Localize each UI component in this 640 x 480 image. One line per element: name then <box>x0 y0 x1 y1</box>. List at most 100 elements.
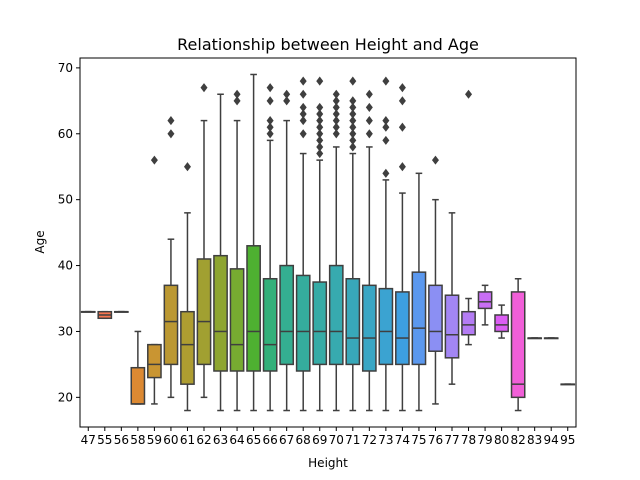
outlier-point <box>365 116 373 126</box>
outlier-point <box>332 109 340 119</box>
box <box>345 277 361 366</box>
outlier-point <box>316 148 324 159</box>
box-group-95 <box>560 383 576 386</box>
box <box>461 310 476 336</box>
y-tick-label: 70 <box>58 61 73 75</box>
box-group-62 <box>196 83 212 399</box>
box <box>229 268 245 372</box>
box-group-83 <box>527 337 543 340</box>
outlier-point <box>332 122 340 132</box>
outlier-point <box>398 162 406 172</box>
outlier-point <box>332 96 340 106</box>
box <box>395 291 410 366</box>
x-tick-label: 72 <box>362 433 377 447</box>
outlier-point <box>349 116 357 126</box>
outlier-point <box>266 83 274 93</box>
outlier-point <box>349 109 357 119</box>
box <box>262 277 278 372</box>
box-group-71 <box>345 76 361 412</box>
outlier-point <box>167 129 175 139</box>
outlier-point <box>332 102 340 112</box>
x-tick-label: 55 <box>97 433 112 447</box>
box-group-59 <box>147 155 162 405</box>
outlier-point <box>316 102 324 112</box>
x-tick-label: 60 <box>163 433 178 447</box>
x-tick-label: 77 <box>444 433 459 447</box>
outlier-point <box>465 89 473 99</box>
outlier-point <box>382 135 390 145</box>
x-tick-label: 61 <box>180 433 195 447</box>
box-group-56 <box>113 310 129 313</box>
outlier-point <box>398 83 406 93</box>
box <box>428 284 443 352</box>
box-group-74 <box>395 83 410 412</box>
outlier-point <box>398 122 406 132</box>
box <box>130 366 146 405</box>
box <box>147 343 162 379</box>
outlier-point <box>382 76 390 86</box>
box-group-61 <box>180 162 195 412</box>
outlier-point <box>349 102 357 112</box>
outlier-point <box>316 109 324 119</box>
box-group-55 <box>97 310 113 320</box>
outlier-point <box>266 96 274 106</box>
outlier-point <box>316 142 324 152</box>
outlier-point <box>299 109 307 119</box>
x-tick-label: 71 <box>345 433 360 447</box>
outlier-point <box>299 89 307 99</box>
box-group-65 <box>246 73 261 412</box>
outlier-point <box>365 102 373 112</box>
outlier-point <box>382 168 390 178</box>
outlier-point <box>349 96 357 106</box>
x-tick-label: 76 <box>428 433 443 447</box>
outlier-point <box>283 89 291 99</box>
x-tick-label: 59 <box>147 433 162 447</box>
x-axis: 47 55 56 58 59 60 61 62 63 64 65 66 67 68 69 70 71 72 73 74… <box>81 427 575 447</box>
outlier-point <box>382 116 390 126</box>
box-group-67 <box>279 89 295 412</box>
x-tick-label: 67 <box>279 433 294 447</box>
outlier-point <box>299 129 307 139</box>
outlier-point <box>398 96 406 106</box>
box-group-47 <box>80 310 96 313</box>
x-tick-label: 95 <box>560 433 575 447</box>
box <box>295 274 311 372</box>
box-group-78 <box>461 89 476 346</box>
outlier-point <box>349 122 357 132</box>
box-group-94 <box>543 337 559 340</box>
x-tick-label: 64 <box>229 433 244 447</box>
x-tick-label: 94 <box>544 433 559 447</box>
x-tick-label: 69 <box>312 433 327 447</box>
y-tick-label: 60 <box>58 127 73 141</box>
outlier-point <box>332 129 340 139</box>
x-tick-label: 73 <box>378 433 393 447</box>
outlier-point <box>167 116 175 126</box>
y-axis: 20 30 40 50 60 70 <box>58 61 80 404</box>
x-tick-label: 74 <box>395 433 410 447</box>
outlier-point <box>365 129 373 139</box>
x-tick-label: 47 <box>81 433 96 447</box>
outlier-point <box>431 155 439 165</box>
x-tick-label: 63 <box>213 433 228 447</box>
box <box>411 271 427 366</box>
x-tick-label: 82 <box>510 433 525 447</box>
x-tick-label: 58 <box>130 433 145 447</box>
x-tick-label: 66 <box>262 433 277 447</box>
outlier-point <box>349 142 357 152</box>
box <box>361 284 377 372</box>
box <box>180 310 195 385</box>
box <box>477 291 493 310</box>
box-group-63 <box>213 93 228 412</box>
outlier-point <box>349 129 357 139</box>
box-group-60 <box>163 116 179 399</box>
x-tick-label: 70 <box>329 433 344 447</box>
box <box>213 254 228 372</box>
box <box>494 314 509 333</box>
x-tick-label: 68 <box>296 433 311 447</box>
outlier-point <box>316 122 324 132</box>
outlier-point <box>233 89 241 99</box>
outlier-point <box>299 76 307 86</box>
y-tick-label: 20 <box>58 390 73 404</box>
box <box>196 258 212 366</box>
